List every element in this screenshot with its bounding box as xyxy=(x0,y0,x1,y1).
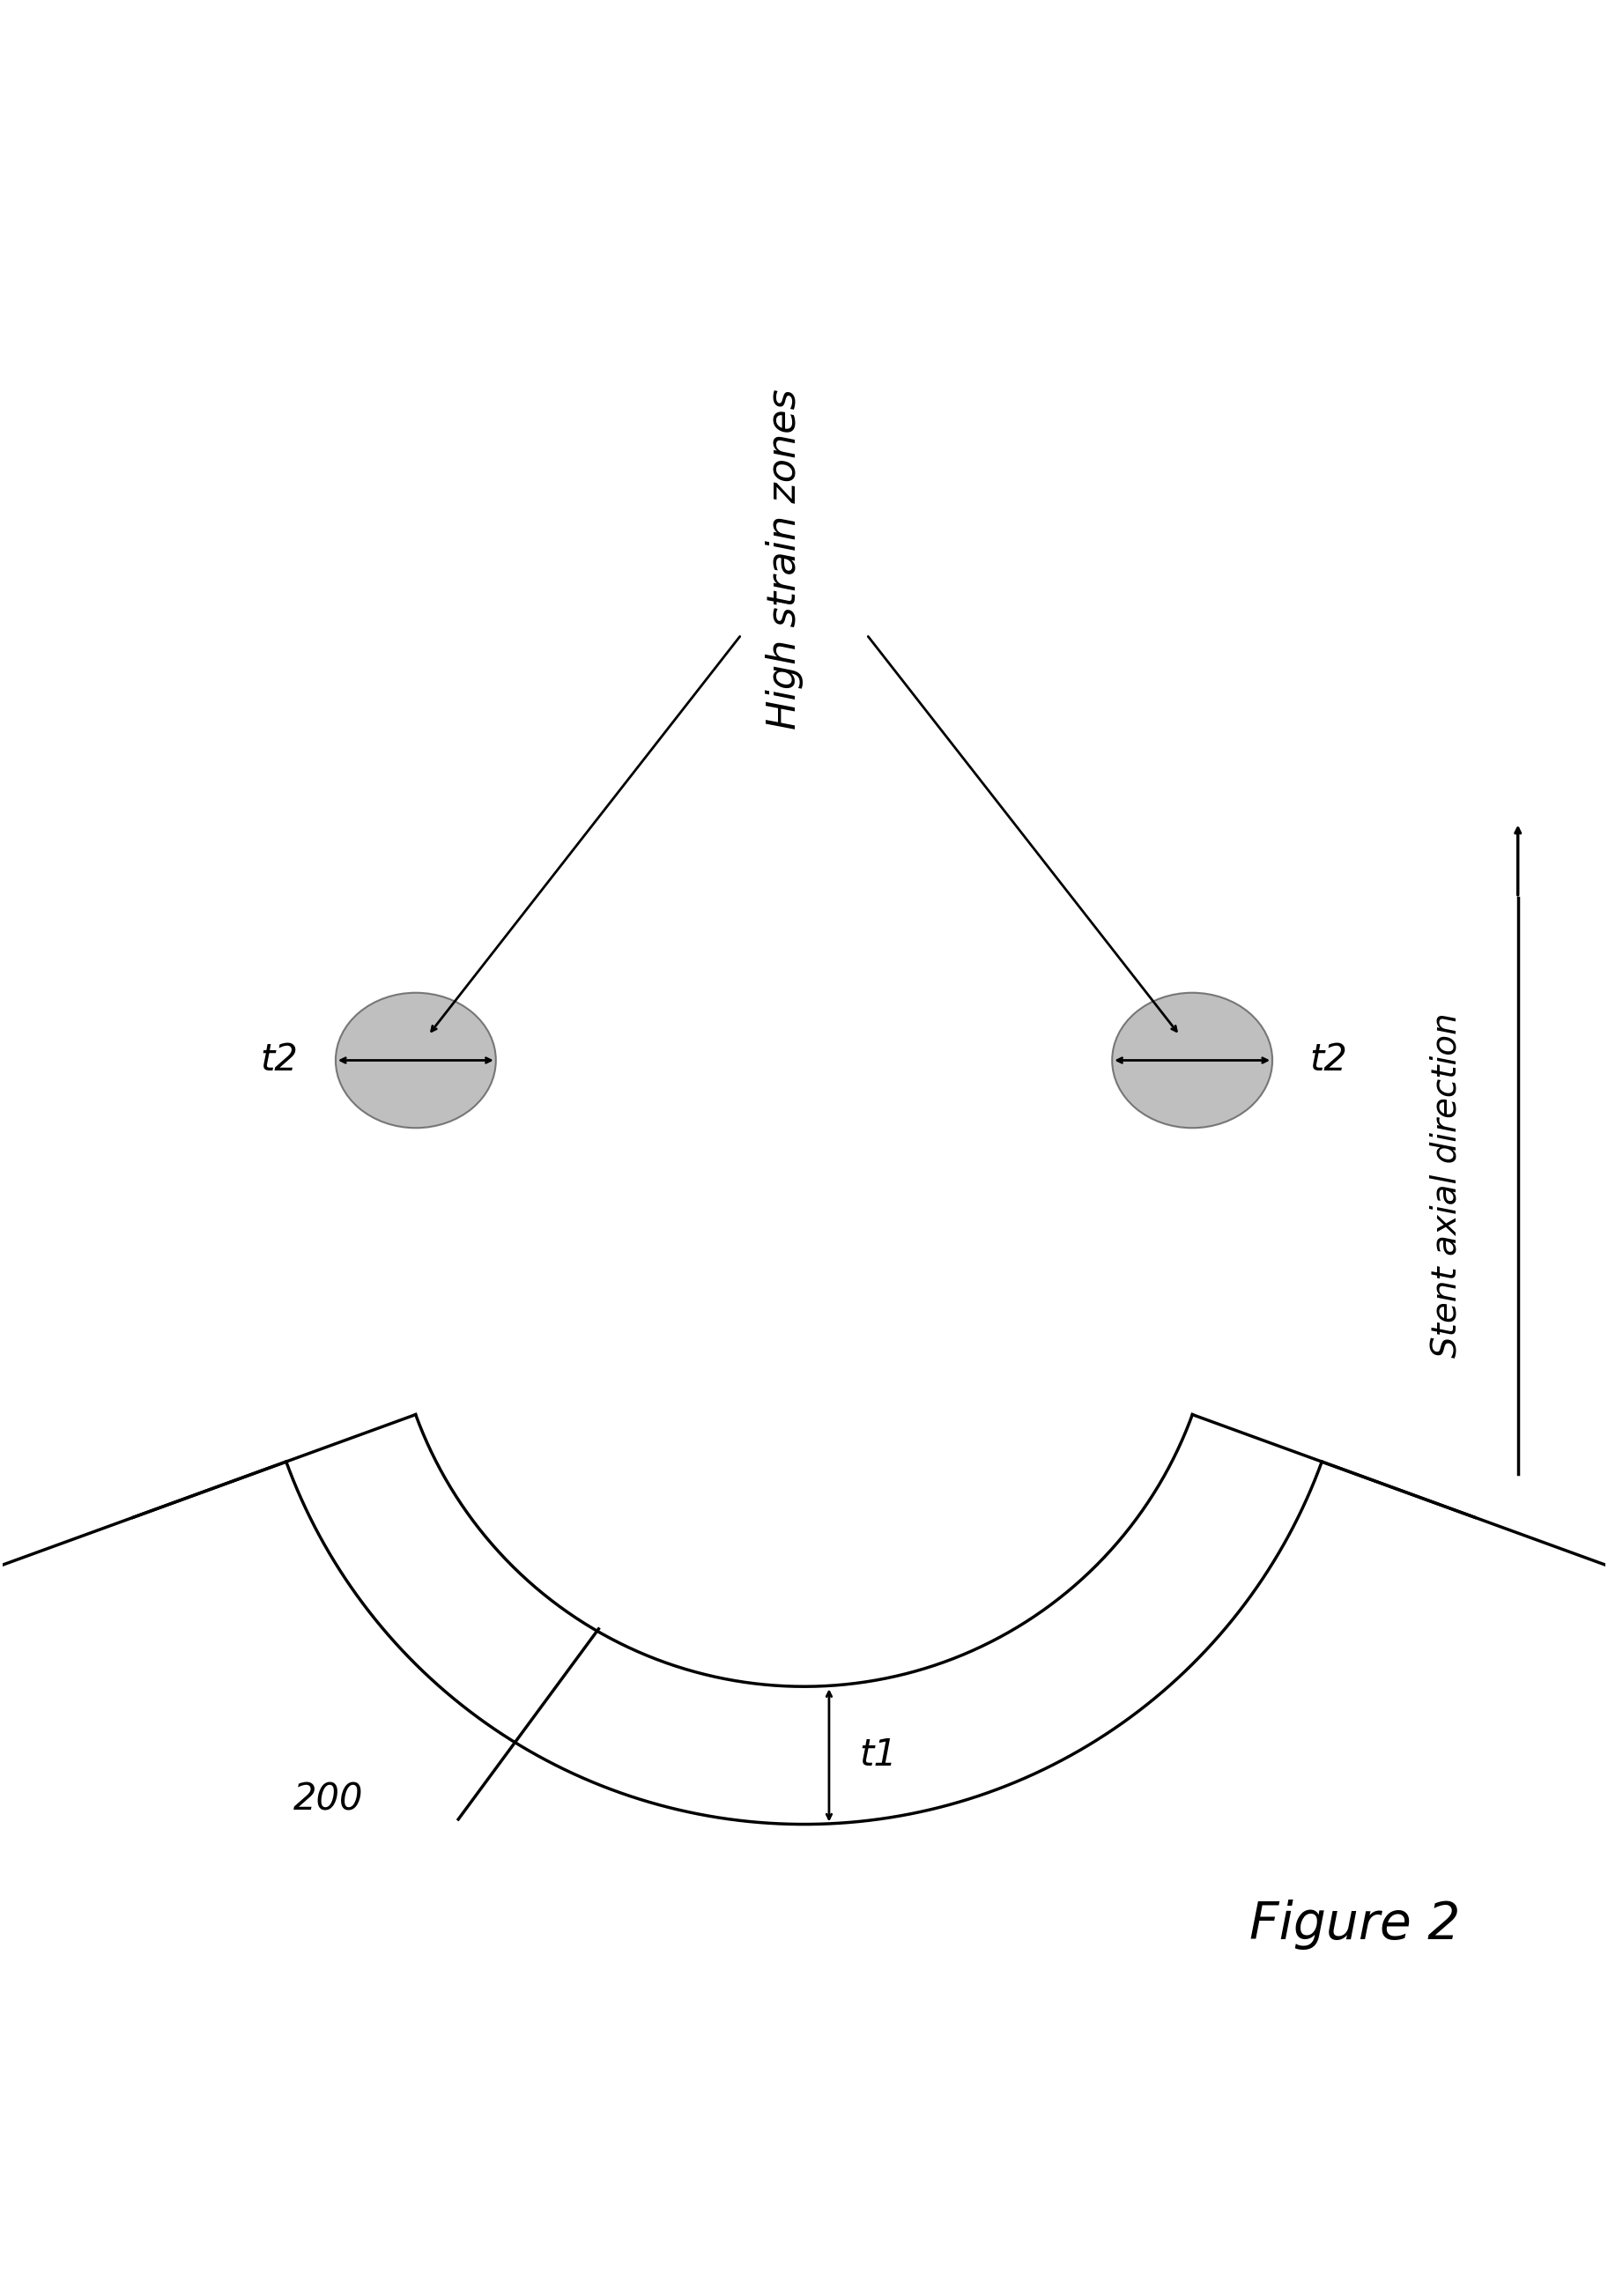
Text: Figure 2: Figure 2 xyxy=(1249,1899,1460,1949)
Ellipse shape xyxy=(1113,992,1272,1127)
Text: t1: t1 xyxy=(859,1736,897,1775)
Text: t2: t2 xyxy=(1311,1042,1348,1079)
Text: High strain zones: High strain zones xyxy=(765,388,804,730)
Text: t2: t2 xyxy=(260,1042,297,1079)
Ellipse shape xyxy=(336,992,495,1127)
Text: 200: 200 xyxy=(293,1782,363,1818)
Text: Stent axial direction: Stent axial direction xyxy=(1430,1013,1463,1359)
